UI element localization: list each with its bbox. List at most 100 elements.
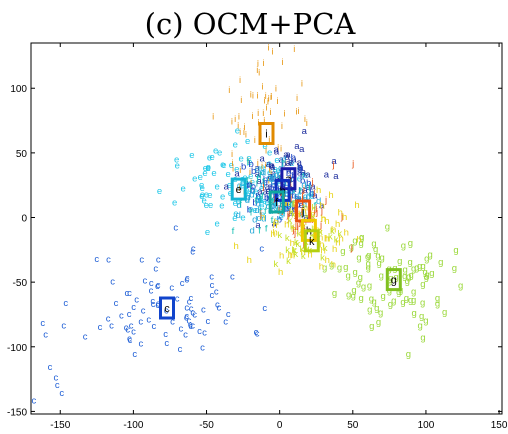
data-point-h: h	[282, 198, 287, 209]
data-point-h: h	[325, 234, 330, 245]
data-point-e: e	[246, 153, 251, 164]
data-point-c: c	[125, 324, 130, 335]
data-point-e: e	[253, 186, 258, 197]
data-point-g: g	[423, 316, 428, 327]
data-point-e: e	[246, 188, 251, 199]
data-point-b: b	[245, 180, 250, 191]
data-point-g: g	[414, 262, 419, 273]
data-point-a: a	[286, 158, 292, 169]
data-point-i: i	[297, 160, 299, 171]
data-point-k: k	[291, 245, 296, 256]
data-point-h: h	[260, 212, 265, 223]
data-point-e: e	[248, 171, 253, 182]
data-point-j: j	[301, 189, 304, 200]
data-point-e: e	[245, 136, 250, 147]
data-point-j: j	[300, 193, 303, 204]
data-point-a: a	[299, 200, 305, 211]
data-point-d: d	[294, 191, 299, 202]
data-point-e: e	[220, 160, 225, 171]
data-point-i: i	[267, 96, 269, 107]
data-point-i: i	[245, 130, 247, 141]
data-point-g: g	[377, 258, 382, 269]
data-point-e: e	[247, 157, 252, 168]
data-point-e: e	[199, 191, 204, 202]
data-point-c: c	[214, 286, 219, 297]
data-point-j: j	[324, 195, 327, 206]
data-point-i: i	[250, 177, 252, 188]
data-point-e: e	[232, 213, 237, 224]
data-point-g: g	[420, 297, 425, 308]
data-point-i: i	[277, 143, 279, 154]
data-point-i: i	[298, 106, 300, 117]
data-point-c: c	[98, 322, 103, 333]
data-point-e: e	[256, 172, 261, 183]
data-point-i: i	[285, 158, 287, 169]
data-point-i: i	[268, 176, 270, 187]
data-point-a: a	[271, 168, 277, 179]
x-tick-label: 150	[491, 420, 508, 431]
data-point-a: a	[303, 212, 309, 223]
data-point-g: g	[385, 221, 390, 232]
data-point-g: g	[409, 270, 414, 281]
data-point-e: e	[290, 186, 295, 197]
data-point-f: f	[262, 177, 265, 188]
data-point-c: c	[114, 298, 119, 309]
data-point-e: e	[180, 184, 185, 195]
data-point-h: h	[288, 250, 293, 261]
data-point-e: e	[199, 180, 204, 191]
data-point-c: c	[262, 303, 267, 314]
data-point-h: h	[328, 190, 333, 201]
data-point-c: c	[40, 318, 45, 329]
data-point-i: i	[249, 167, 251, 178]
data-point-e: e	[284, 188, 289, 199]
data-point-c: c	[139, 339, 144, 350]
data-point-b: b	[252, 197, 257, 208]
data-point-b: b	[297, 165, 302, 176]
data-point-b: b	[286, 168, 291, 179]
plot-frame	[30, 42, 503, 415]
data-point-g: g	[435, 293, 440, 304]
data-point-f: f	[289, 198, 292, 209]
data-point-i: i	[263, 116, 265, 127]
data-point-d: d	[285, 203, 290, 214]
data-point-c: c	[189, 293, 194, 304]
data-point-a: a	[319, 201, 325, 212]
data-point-j: j	[259, 208, 262, 219]
data-point-a: a	[270, 160, 276, 171]
data-point-g: g	[452, 263, 457, 274]
data-point-h: h	[324, 216, 329, 227]
y-tick-label: 50	[16, 149, 28, 160]
data-point-e: e	[210, 152, 215, 163]
data-point-e: e	[172, 198, 177, 209]
data-point-e: e	[192, 173, 197, 184]
data-point-c: c	[202, 328, 207, 339]
data-point-k: k	[323, 243, 328, 254]
data-point-c: c	[185, 273, 190, 284]
data-point-h: h	[357, 235, 362, 246]
data-point-a: a	[301, 167, 307, 178]
data-point-e: e	[229, 160, 234, 171]
data-point-a: a	[286, 166, 292, 177]
data-point-i: i	[268, 94, 270, 105]
data-point-a: a	[297, 168, 303, 179]
data-point-c: c	[124, 322, 129, 333]
data-point-i: i	[247, 156, 249, 167]
data-point-g: g	[406, 272, 411, 283]
data-point-d: d	[280, 209, 285, 220]
data-point-a: a	[269, 172, 275, 183]
data-point-e: e	[206, 163, 211, 174]
data-point-c: c	[197, 326, 202, 337]
data-point-h: h	[344, 228, 349, 239]
data-point-c: c	[164, 338, 169, 349]
data-point-g: g	[408, 295, 413, 306]
data-point-i: i	[232, 164, 234, 175]
data-point-j: j	[296, 224, 299, 235]
data-point-f: f	[299, 187, 302, 198]
data-point-b: b	[270, 195, 275, 206]
data-point-g: g	[406, 349, 411, 360]
data-point-c: c	[106, 313, 111, 324]
data-point-b: b	[241, 162, 246, 173]
data-point-h: h	[301, 247, 306, 258]
data-point-d: d	[271, 171, 276, 182]
